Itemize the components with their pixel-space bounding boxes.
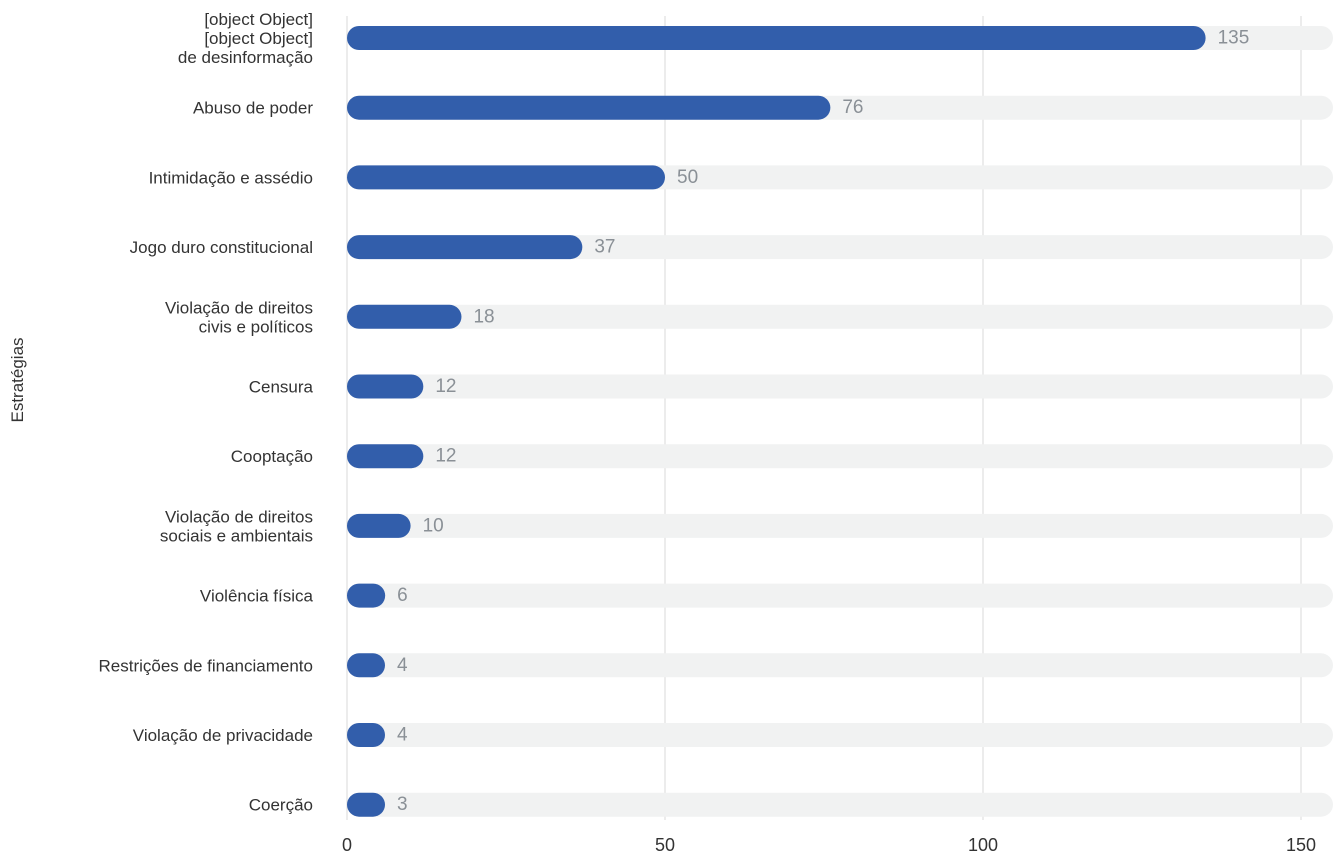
bar bbox=[347, 235, 583, 260]
bar-track bbox=[347, 723, 1333, 747]
bar-value-label: 37 bbox=[594, 237, 615, 258]
category-label: Coerção bbox=[249, 795, 313, 814]
bar bbox=[347, 513, 411, 538]
category-label: Restrições de financiamento bbox=[98, 656, 313, 675]
category-label: [object Object] [object Object] de desinfo… bbox=[178, 10, 313, 67]
bar-value-label: 3 bbox=[397, 794, 408, 815]
bar bbox=[347, 95, 831, 120]
bar bbox=[347, 304, 462, 329]
category-label: Jogo duro constitucional bbox=[130, 238, 313, 257]
category-label: Violência física bbox=[200, 586, 314, 605]
bar-value-label: 10 bbox=[423, 515, 444, 536]
bar bbox=[347, 444, 424, 469]
bar-track bbox=[347, 513, 1333, 538]
bar-value-label: 12 bbox=[435, 446, 456, 467]
bar-track bbox=[347, 304, 1333, 329]
bar-value-label: 76 bbox=[842, 97, 863, 118]
x-axis-ticks: 0 50 100 150 bbox=[342, 835, 1316, 855]
bar-value-label: 12 bbox=[435, 376, 456, 397]
bar bbox=[347, 583, 386, 608]
x-tick-label: 0 bbox=[342, 835, 352, 855]
category-label: Violação de direitos civis e políticos bbox=[165, 298, 313, 336]
x-tick-label: 50 bbox=[655, 835, 675, 855]
bar bbox=[347, 653, 385, 678]
bar bbox=[347, 374, 424, 399]
grid-lines bbox=[346, 16, 1302, 820]
bar-value-label: 6 bbox=[397, 585, 408, 606]
y-axis-title: Estratégias bbox=[8, 337, 27, 422]
bar-track bbox=[347, 444, 1333, 469]
bar-track bbox=[347, 653, 1333, 678]
category-label: Violação de privacidade bbox=[133, 726, 313, 745]
bar bbox=[347, 723, 385, 747]
bar-track bbox=[347, 235, 1333, 260]
x-tick-label: 100 bbox=[968, 835, 998, 855]
bars: 135 76 50 37 18 12 12 10 6 4 4 3 bbox=[347, 26, 1333, 817]
bar-track bbox=[347, 583, 1333, 608]
bar-track bbox=[347, 792, 1333, 817]
category-labels: [object Object] [object Object] de desinfo… bbox=[98, 10, 313, 815]
bar bbox=[347, 165, 665, 190]
category-label: Censura bbox=[249, 377, 314, 396]
category-label: Intimidação e assédio bbox=[149, 168, 313, 187]
category-label: Violação de direitos sociais e ambientais bbox=[160, 507, 313, 545]
bar bbox=[347, 26, 1206, 50]
bar-value-label: 50 bbox=[677, 167, 698, 188]
bar-value-label: 18 bbox=[473, 306, 494, 327]
bar bbox=[347, 792, 385, 817]
category-label: Cooptação bbox=[231, 447, 313, 466]
bar-value-label: 135 bbox=[1218, 28, 1250, 49]
bar-track bbox=[347, 374, 1333, 399]
bar-value-label: 4 bbox=[397, 655, 408, 676]
category-label: Abuso de poder bbox=[193, 98, 313, 117]
bar-value-label: 4 bbox=[397, 725, 408, 746]
x-tick-label: 150 bbox=[1286, 835, 1316, 855]
